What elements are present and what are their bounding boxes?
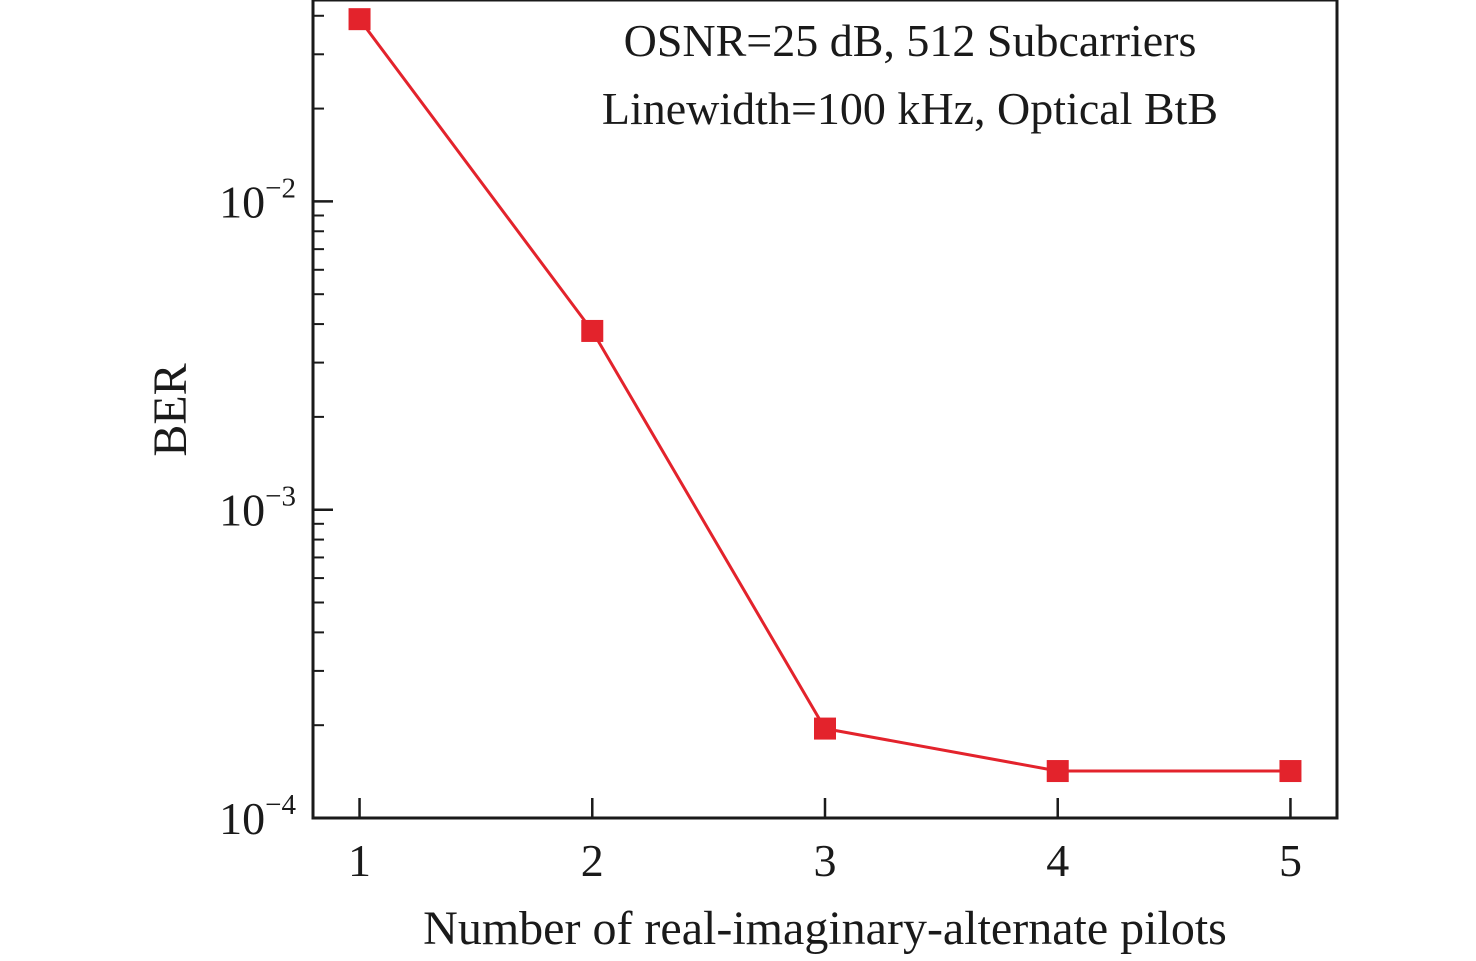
y-tick-labels: 10−2 10−3 10−4 <box>219 172 296 844</box>
series-layer <box>348 8 1302 783</box>
y-axis-title: BER <box>144 363 197 456</box>
axis-major-ticks <box>313 200 1292 820</box>
y-minor-ticks <box>313 14 324 727</box>
x-tick-label: 5 <box>1279 835 1302 886</box>
data-point-marker <box>1046 760 1069 783</box>
x-tick-labels: 1 2 3 4 5 <box>348 835 1302 886</box>
annotation-line-2: Linewidth=100 kHz, Optical BtB <box>602 83 1218 134</box>
x-tick-label: 2 <box>581 835 604 886</box>
y-tick-label: 10−3 <box>219 481 296 536</box>
data-point-marker <box>1279 760 1302 783</box>
y-tick-label: 10−2 <box>219 172 296 227</box>
annotation-line-1: OSNR=25 dB, 512 Subcarriers <box>624 15 1197 66</box>
y-tick-label: 10−4 <box>219 789 296 844</box>
data-point-marker <box>581 319 604 342</box>
data-point-marker <box>814 717 836 740</box>
x-tick-label: 3 <box>814 835 837 886</box>
x-axis-title: Number of real-imaginary-alternate pilot… <box>423 902 1227 955</box>
data-point-marker <box>348 8 371 31</box>
x-tick-label: 4 <box>1046 835 1069 886</box>
x-tick-label: 1 <box>348 835 371 886</box>
